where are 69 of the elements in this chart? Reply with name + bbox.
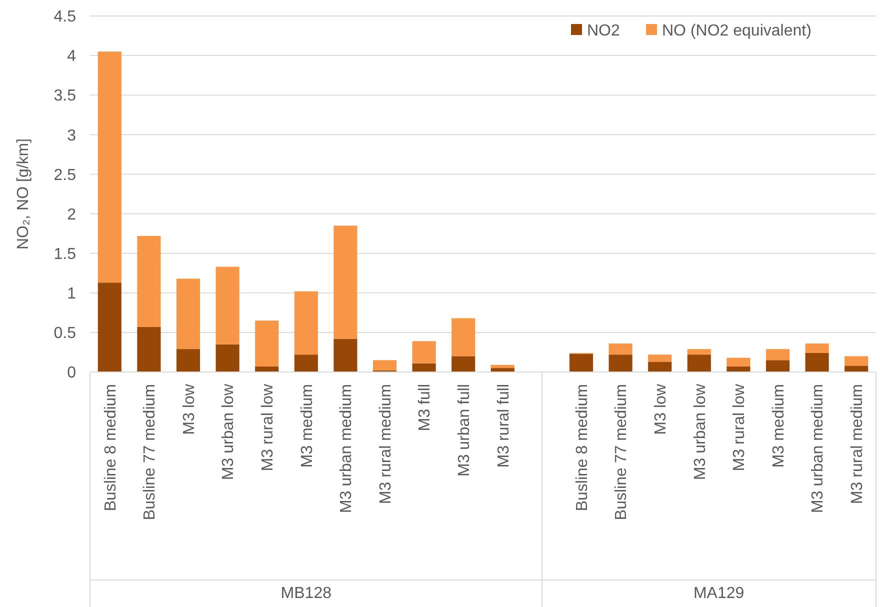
text: MB128 (280, 585, 332, 602)
x-tick-label: M3 rural low (259, 384, 276, 472)
x-tick-label: M3 urban full (456, 384, 473, 476)
bar (372, 360, 397, 370)
bar (255, 366, 279, 372)
bar (255, 320, 279, 366)
x-tick-label: M3 medium (770, 384, 788, 468)
y-tick-label: 3.5 (54, 88, 76, 105)
bar (608, 344, 632, 355)
y-tick-label: 2.5 (54, 166, 76, 184)
bar (726, 366, 750, 372)
y-tick-label: 0 (67, 364, 76, 382)
legend-label: NO (NO2 equivalent) (662, 22, 812, 40)
bar (412, 341, 436, 364)
bar (452, 318, 476, 356)
bar (805, 344, 829, 354)
bar (490, 364, 514, 368)
x-tick-label: M3 urban low (220, 384, 238, 480)
bar (216, 344, 240, 372)
bar (98, 52, 122, 283)
bar (98, 282, 122, 372)
bar (687, 349, 711, 355)
bar (648, 354, 672, 362)
bar (294, 354, 318, 372)
x-tick-label: M3 low (180, 384, 198, 435)
bar (452, 356, 476, 372)
bar (294, 291, 318, 355)
y-tick-label: 1.5 (54, 246, 76, 263)
bar (176, 349, 200, 372)
y-axis-title: NO₂, NO [g/km] (15, 138, 32, 250)
bar (608, 354, 632, 372)
y-tick-label: 4.5 (54, 8, 76, 26)
x-tick-label: Busline 77 medium (613, 384, 630, 520)
bar (844, 366, 868, 372)
bar (687, 354, 711, 372)
bar (176, 278, 200, 350)
text: MA129 (693, 585, 744, 602)
x-tick-label: Busline 77 medium (142, 384, 159, 520)
bar (569, 354, 594, 372)
bar (334, 226, 358, 339)
y-tick-label: 2 (67, 206, 76, 224)
x-tick-label: Busline 8 medium (574, 384, 591, 512)
x-tick-label: M3 medium (298, 384, 316, 468)
x-tick-label: M3 full (416, 384, 434, 432)
bar (216, 266, 240, 344)
bar (334, 338, 358, 372)
bar (412, 363, 436, 372)
bar (137, 326, 161, 372)
x-tick-label: M3 rural full (495, 384, 512, 468)
bar (648, 362, 672, 372)
y-tick-label: 0.5 (54, 325, 76, 342)
x-tick-label: Busline 8 medium (102, 384, 120, 512)
x-tick-label: M3 urban medium (338, 384, 356, 513)
y-tick-label: 4 (67, 48, 76, 66)
bar (726, 358, 750, 366)
x-tick-label: M3 low (652, 384, 670, 435)
bar (766, 360, 790, 372)
x-tick-label: M3 urban low (692, 384, 709, 480)
x-tick-label: M3 rural low (731, 384, 748, 472)
x-tick-label: M3 urban medium (810, 384, 827, 513)
y-tick-label: 3 (67, 127, 76, 144)
bar (844, 356, 868, 366)
y-tick-label: 1 (67, 285, 76, 302)
bar (137, 236, 161, 327)
bar (766, 349, 790, 360)
x-tick-label: M3 rural medium (848, 384, 866, 504)
bar (805, 353, 829, 372)
legend-label: NO2 (587, 22, 620, 40)
x-tick-label: M3 rural medium (377, 384, 394, 504)
